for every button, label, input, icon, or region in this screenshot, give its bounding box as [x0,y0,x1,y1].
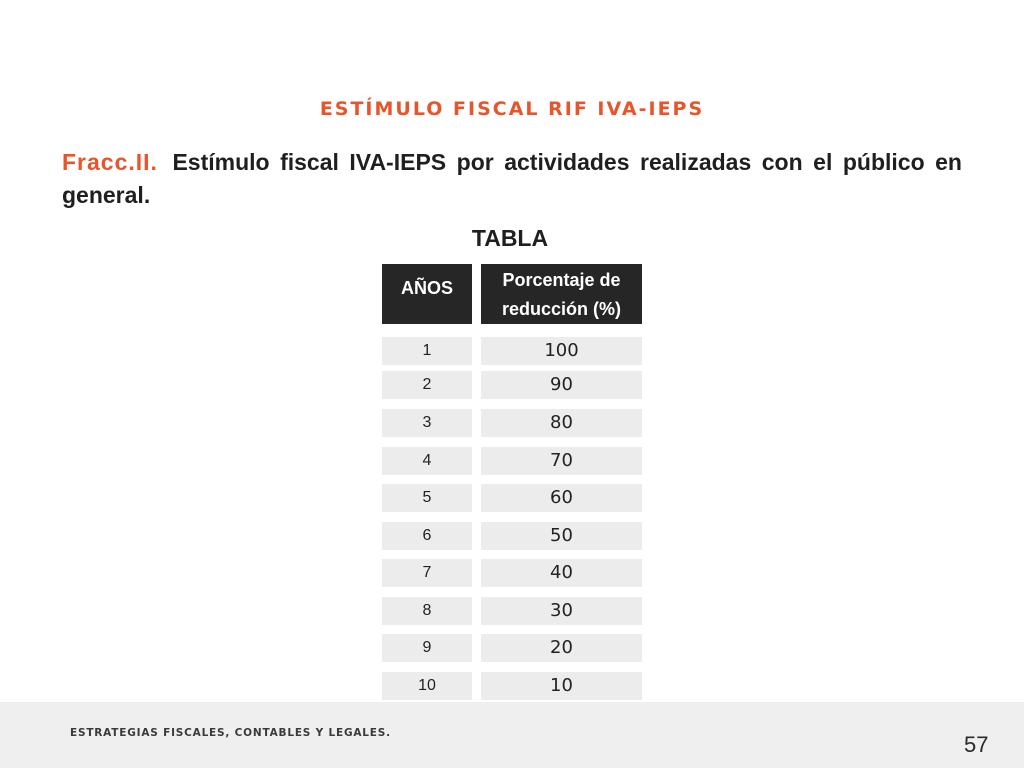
intro-text: Estímulo fiscal IVA-IEPS por actividades… [62,149,962,208]
slide-title: ESTÍMULO FISCAL RIF IVA-IEPS [319,98,705,120]
year-cell: 5 [382,484,472,512]
intro-paragraph: Fracc.II. Estímulo fiscal IVA-IEPS por a… [62,146,962,212]
year-cell: 6 [382,522,472,550]
year-cell: 4 [382,447,472,475]
footer-band [0,702,1024,768]
year-cell: 2 [382,371,472,399]
year-cell: 10 [382,672,472,700]
percentage-cell: 100 [481,337,642,365]
percentage-cell: 30 [481,597,642,625]
year-cell: 1 [382,337,472,365]
percentage-cell: 20 [481,634,642,662]
footer-text: ESTRATEGIAS FISCALES, CONTABLES Y LEGALE… [70,727,391,739]
year-cell: 9 [382,634,472,662]
percentage-cell: 40 [481,559,642,587]
percentage-cell: 80 [481,409,642,437]
year-cell: 3 [382,409,472,437]
percentage-cell: 10 [481,672,642,700]
percentage-cell: 70 [481,447,642,475]
reduction-table: AÑOS Porcentaje de reducción (%) 1 100 2… [374,256,650,708]
intro-lead: Fracc.II. [62,149,158,175]
percentage-cell: 90 [481,371,642,399]
table-heading: TABLA [471,225,549,251]
percentage-cell: 50 [481,522,642,550]
header-percentage: Porcentaje de reducción (%) [481,264,642,324]
year-cell: 7 [382,559,472,587]
header-years: AÑOS [382,264,472,324]
page-number: 57 [964,732,989,757]
percentage-cell: 60 [481,484,642,512]
year-cell: 8 [382,597,472,625]
